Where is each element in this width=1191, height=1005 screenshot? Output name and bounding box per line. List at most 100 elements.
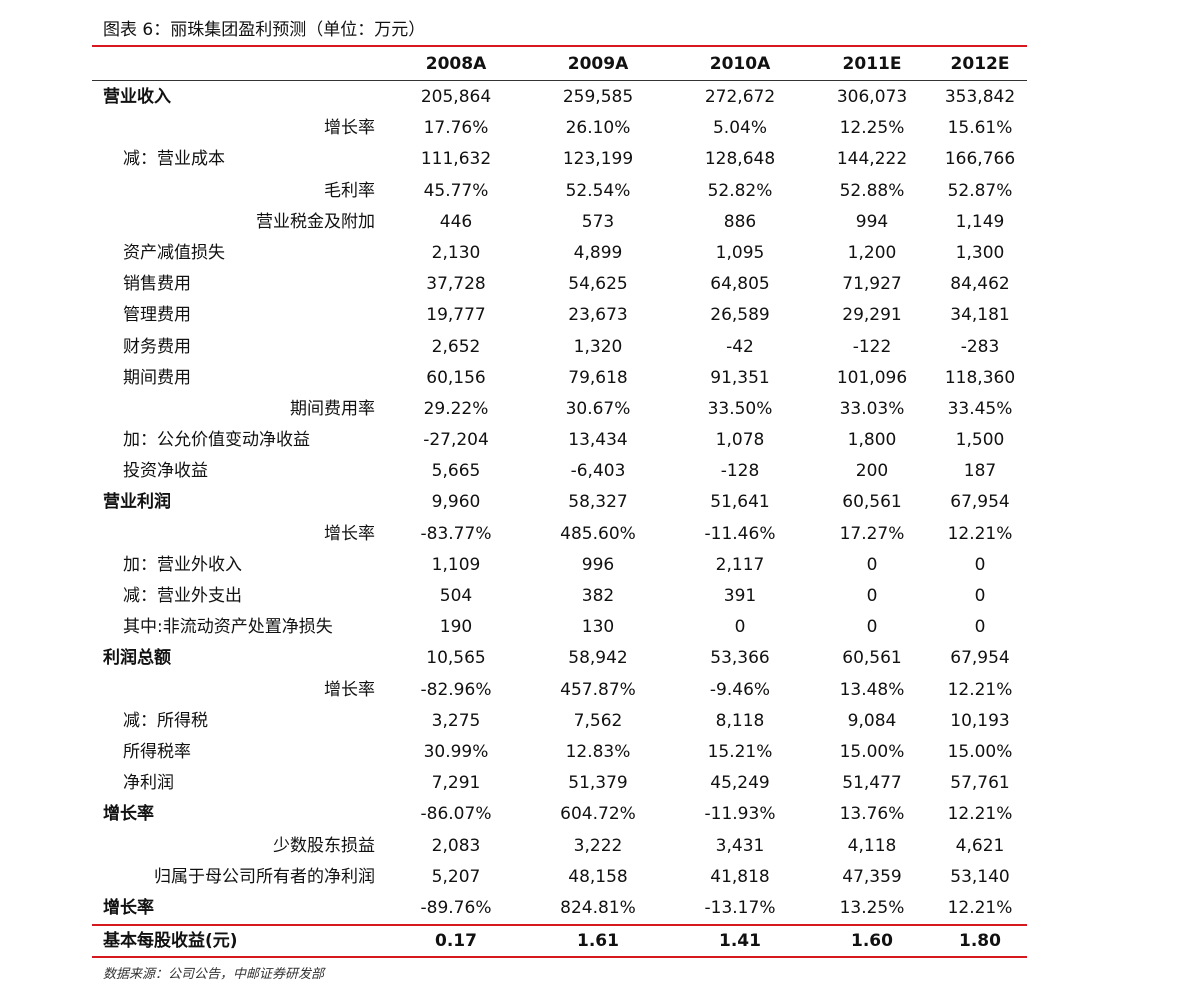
table-cell: 15.00% bbox=[947, 741, 1013, 762]
row-label: 期间费用 bbox=[123, 367, 191, 388]
table-cell: 12.21% bbox=[947, 523, 1013, 544]
table-cell: 64,805 bbox=[710, 274, 770, 295]
table-cell: 52.54% bbox=[565, 180, 631, 201]
table-cell: 13.25% bbox=[839, 897, 905, 918]
table-cell: 2,130 bbox=[431, 242, 481, 263]
table-cell: 457.87% bbox=[560, 679, 636, 700]
table-cell: 1,800 bbox=[847, 430, 897, 451]
column-header: 2012E bbox=[950, 54, 1010, 74]
table-cell: 2,652 bbox=[431, 336, 481, 357]
table-cell: 485.60% bbox=[560, 523, 636, 544]
row-label: 净利润 bbox=[123, 773, 174, 794]
table-cell: 13.76% bbox=[839, 804, 905, 825]
table-cell: -13.17% bbox=[704, 897, 776, 918]
table-cell: -82.96% bbox=[420, 679, 492, 700]
table-cell: 26,589 bbox=[710, 305, 770, 326]
table-cell: -9.46% bbox=[709, 679, 771, 700]
table-cell: 190 bbox=[439, 617, 473, 638]
table-cell: 1,500 bbox=[955, 430, 1005, 451]
table-cell: 57,761 bbox=[950, 773, 1010, 794]
row-label: 毛利率 bbox=[324, 180, 375, 201]
row-label: 营业税金及附加 bbox=[256, 211, 375, 232]
table-cell: 54,625 bbox=[568, 274, 628, 295]
table-cell: 382 bbox=[581, 586, 615, 607]
table-cell: -6,403 bbox=[570, 461, 626, 482]
table-cell: 166,766 bbox=[944, 149, 1016, 170]
table-cell: 79,618 bbox=[568, 367, 628, 388]
column-header: 2008A bbox=[425, 54, 487, 74]
table-cell: 5,665 bbox=[431, 461, 481, 482]
row-label: 财务费用 bbox=[123, 336, 191, 357]
table-cell: 0 bbox=[866, 554, 878, 575]
top-rule bbox=[92, 45, 1027, 47]
row-label: 减：营业外支出 bbox=[123, 586, 242, 607]
table-cell: 3,275 bbox=[431, 710, 481, 731]
table-cell: 123,199 bbox=[562, 149, 634, 170]
table-cell: 9,960 bbox=[431, 492, 481, 513]
row-label: 增长率 bbox=[324, 679, 375, 700]
row-label: 加：公允价值变动净收益 bbox=[123, 430, 310, 451]
table-cell: 52.88% bbox=[839, 180, 905, 201]
row-label: 基本每股收益(元) bbox=[103, 931, 238, 951]
table-cell: 391 bbox=[723, 586, 757, 607]
table-cell: 67,954 bbox=[950, 648, 1010, 669]
table-cell: 3,222 bbox=[573, 835, 623, 856]
column-header: 2009A bbox=[567, 54, 629, 74]
table-cell: 7,291 bbox=[431, 773, 481, 794]
table-cell: 504 bbox=[439, 586, 473, 607]
table-cell: 0 bbox=[974, 617, 986, 638]
table-cell: 8,118 bbox=[715, 710, 765, 731]
table-cell: 30.67% bbox=[565, 398, 631, 419]
table-cell: 48,158 bbox=[568, 866, 628, 887]
table-cell: 53,140 bbox=[950, 866, 1010, 887]
table-cell: 0 bbox=[974, 554, 986, 575]
table-cell: 353,842 bbox=[944, 87, 1016, 107]
row-label: 所得税率 bbox=[123, 741, 191, 762]
table-cell: 306,073 bbox=[836, 87, 908, 107]
table-cell: 1,078 bbox=[715, 430, 765, 451]
row-label: 资产减值损失 bbox=[123, 242, 225, 263]
table-cell: 33.03% bbox=[839, 398, 905, 419]
table-cell: 13,434 bbox=[568, 430, 628, 451]
table-cell: 84,462 bbox=[950, 274, 1010, 295]
table-title: 图表 6：丽珠集团盈利预测（单位：万元） bbox=[103, 20, 426, 40]
row-label: 减：所得税 bbox=[123, 710, 208, 731]
table-cell: 52.87% bbox=[947, 180, 1013, 201]
table-cell: 2,083 bbox=[431, 835, 481, 856]
table-cell: 37,728 bbox=[426, 274, 486, 295]
table-cell: 53,366 bbox=[710, 648, 770, 669]
table-cell: 51,641 bbox=[710, 492, 770, 513]
table-cell: 12.21% bbox=[947, 679, 1013, 700]
table-cell: 34,181 bbox=[950, 305, 1010, 326]
table-cell: 15.61% bbox=[947, 118, 1013, 139]
table-cell: 60,561 bbox=[842, 648, 902, 669]
table-cell: 10,565 bbox=[426, 648, 486, 669]
table-cell: 2,117 bbox=[715, 554, 765, 575]
table-cell: 0 bbox=[974, 586, 986, 607]
table-cell: 91,351 bbox=[710, 367, 770, 388]
row-label: 销售费用 bbox=[123, 274, 191, 295]
table-cell: 19,777 bbox=[426, 305, 486, 326]
row-label: 利润总额 bbox=[103, 648, 171, 669]
table-cell: 60,156 bbox=[426, 367, 486, 388]
table-cell: 52.82% bbox=[707, 180, 773, 201]
table-cell: 3,431 bbox=[715, 835, 765, 856]
row-label: 减：营业成本 bbox=[123, 149, 225, 170]
table-cell: 604.72% bbox=[560, 804, 636, 825]
table-cell: 30.99% bbox=[423, 741, 489, 762]
table-cell: -86.07% bbox=[420, 804, 492, 825]
table-cell: 12.25% bbox=[839, 118, 905, 139]
table-cell: 101,096 bbox=[836, 367, 908, 388]
table-cell: 205,864 bbox=[420, 87, 492, 107]
table-cell: 7,562 bbox=[573, 710, 623, 731]
table-cell: 23,673 bbox=[568, 305, 628, 326]
table-cell: 33.50% bbox=[707, 398, 773, 419]
table-cell: 67,954 bbox=[950, 492, 1010, 513]
table-cell: 71,927 bbox=[842, 274, 902, 295]
table-cell: 60,561 bbox=[842, 492, 902, 513]
table-cell: 41,818 bbox=[710, 866, 770, 887]
source-note: 数据来源：公司公告，中邮证券研发部 bbox=[103, 967, 325, 982]
row-label: 少数股东损益 bbox=[273, 835, 375, 856]
table-cell: 0 bbox=[734, 617, 746, 638]
